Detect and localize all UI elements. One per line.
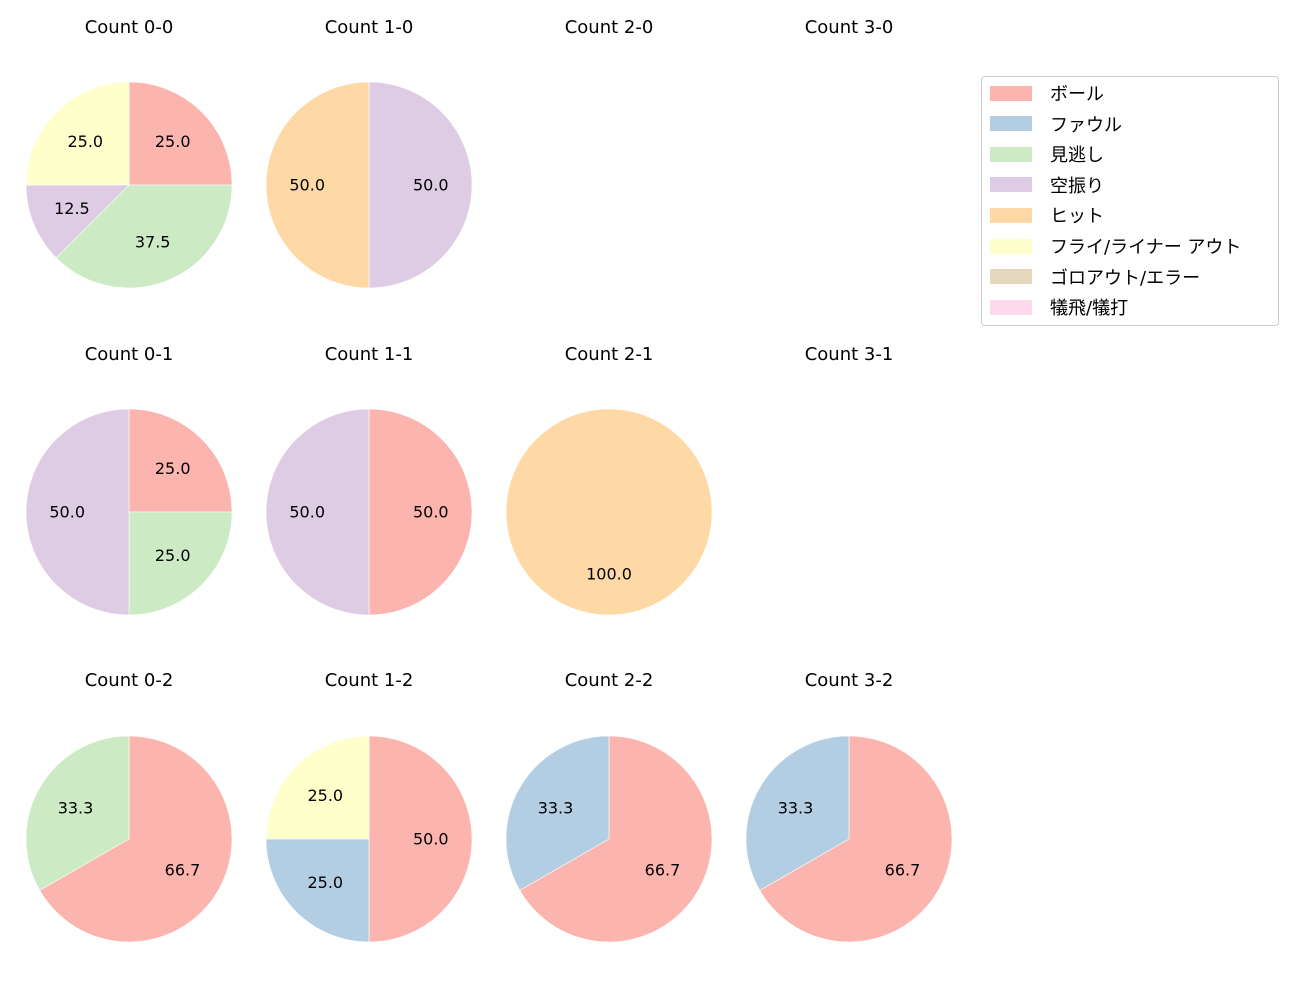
panel-title: Count 2-2 — [564, 670, 654, 691]
panel-title: Count 1-0 — [324, 17, 414, 38]
legend-label: フライ/ライナー アウト — [1050, 237, 1242, 258]
legend-swatch — [990, 269, 1032, 285]
legend-label: ボール — [1050, 84, 1104, 105]
slice-value-label: 66.7 — [885, 860, 921, 879]
pie-slice — [128, 511, 233, 616]
pie-chart: 25.0 37.5 12.5 25.0 — [25, 81, 233, 289]
legend-swatch — [990, 177, 1032, 193]
legend-swatch — [990, 207, 1032, 223]
legend-swatch — [990, 85, 1032, 101]
pie-slice — [25, 81, 130, 186]
pie-chart: 50.0 50.0 — [265, 408, 473, 616]
legend-label: 犠飛/犠打 — [1050, 298, 1129, 320]
panel-title: Count 2-1 — [564, 344, 654, 365]
legend-item: フライ/ライナー アウト — [990, 234, 1241, 258]
pie-slice — [25, 184, 130, 259]
pie-slice — [55, 184, 233, 289]
pie-slice — [128, 408, 233, 513]
slice-value-label: 50.0 — [413, 503, 449, 522]
pie-chart: 66.7 33.3 — [25, 735, 233, 943]
pie-slice — [519, 735, 713, 943]
slice-value-label: 50.0 — [49, 503, 85, 522]
pie-chart: 50.0 50.0 — [265, 81, 473, 289]
legend-label: 空振り — [1050, 175, 1104, 197]
slice-value-label: 100.0 — [586, 564, 632, 583]
pie-chart: 66.7 33.3 — [505, 735, 713, 943]
pie-slice — [128, 81, 233, 186]
legend-swatch — [990, 146, 1032, 162]
panel-title: Count 3-0 — [804, 17, 894, 38]
legend-item: 空振り — [990, 173, 1104, 197]
slice-value-label: 50.0 — [413, 830, 449, 849]
panel-title: Count 2-0 — [564, 17, 654, 38]
pie-slice — [25, 408, 130, 616]
slice-value-label: 25.0 — [155, 132, 191, 151]
pie-chart: 100.0 — [505, 408, 713, 616]
legend-item: 見逃し — [990, 142, 1104, 166]
panel-title: Count 0-1 — [84, 344, 174, 365]
pie-slice — [505, 735, 610, 891]
slice-value-label: 33.3 — [58, 799, 94, 818]
panel-title: Count 1-1 — [324, 344, 414, 365]
pie-slice — [368, 81, 473, 289]
slice-value-label: 33.3 — [778, 799, 814, 818]
slice-value-label: 33.3 — [538, 799, 574, 818]
slice-value-label: 50.0 — [289, 503, 325, 522]
slice-value-label: 25.0 — [307, 873, 343, 892]
pie-chart: 25.0 25.0 50.0 — [25, 408, 233, 616]
legend: ボールファウル見逃し空振りヒットフライ/ライナー アウト ゴロアウト/エラー 犠飛/… — [981, 76, 1279, 326]
pie-slice — [368, 735, 473, 943]
pie-slice — [39, 735, 233, 943]
legend-swatch — [990, 116, 1032, 132]
pie-slice — [265, 408, 370, 616]
legend-swatch — [990, 238, 1032, 254]
legend-label: ファウル — [1050, 114, 1122, 136]
legend-label: ヒット — [1050, 206, 1104, 228]
panel-title: Count 0-2 — [84, 670, 174, 691]
panel-title: Count 3-2 — [804, 670, 894, 691]
pie-slice — [265, 838, 370, 943]
pie-chart: 66.7 33.3 — [745, 735, 953, 943]
legend-item: ヒット — [990, 203, 1104, 227]
legend-label: 見逃し — [1050, 145, 1104, 167]
pie-slice — [265, 735, 370, 840]
legend-item: ゴロアウト/エラー — [990, 265, 1200, 289]
panel-title: Count 0-0 — [84, 17, 174, 38]
pie-slice — [759, 735, 953, 943]
pie-slice — [368, 408, 473, 616]
slice-value-label: 66.7 — [165, 860, 201, 879]
legend-item: 犠飛/犠打 — [990, 295, 1128, 319]
slice-value-label: 25.0 — [155, 546, 191, 565]
slice-value-label: 25.0 — [67, 132, 103, 151]
slice-value-label: 12.5 — [54, 199, 90, 218]
legend-item: ファウル — [990, 112, 1122, 136]
panel-title: Count 1-2 — [324, 670, 414, 691]
pie-slice — [505, 408, 713, 616]
pie-chart: 50.0 25.0 25.0 — [265, 735, 473, 943]
panel-title: Count 3-1 — [804, 344, 894, 365]
slice-value-label: 25.0 — [155, 459, 191, 478]
slice-value-label: 50.0 — [413, 176, 449, 195]
pie-slice — [25, 735, 130, 891]
pie-slice — [265, 81, 370, 289]
slice-value-label: 25.0 — [307, 786, 343, 805]
legend-swatch — [990, 299, 1032, 315]
slice-value-label: 66.7 — [645, 860, 681, 879]
slice-value-label: 50.0 — [289, 176, 325, 195]
slice-value-label: 37.5 — [135, 233, 171, 252]
legend-label: ゴロアウト/エラー — [1050, 267, 1201, 289]
legend-item: ボール — [990, 81, 1104, 105]
pie-slice — [745, 735, 850, 891]
